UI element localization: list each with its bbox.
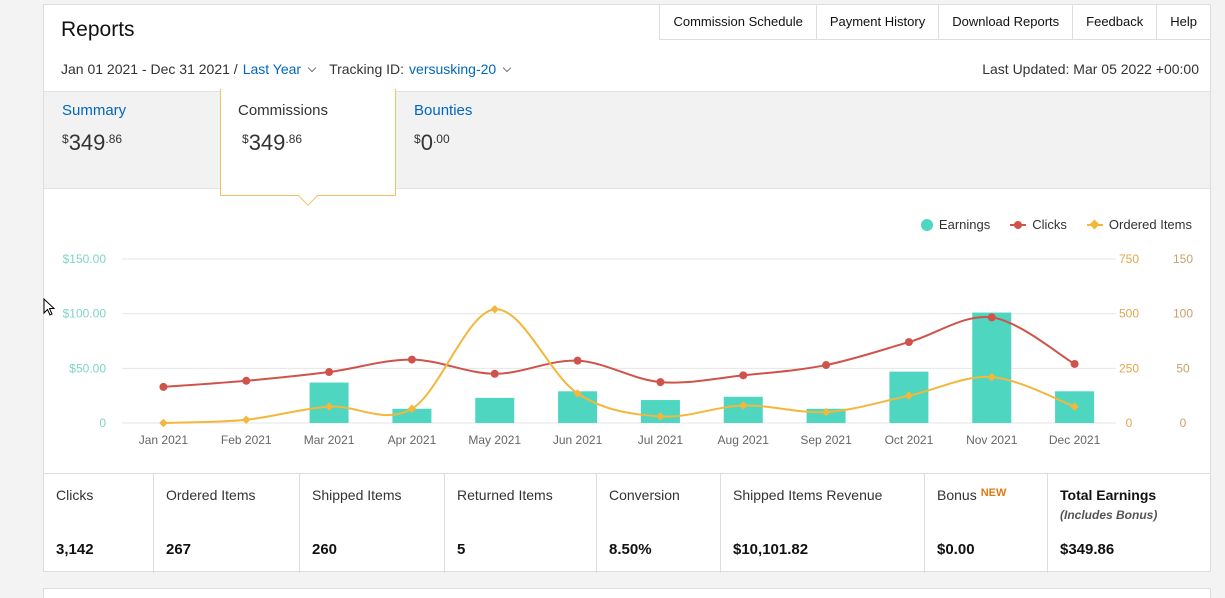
stat-conversion: Conversion 8.50%: [597, 474, 721, 573]
ordered-items-point: [656, 412, 665, 421]
stat-shipped-revenue: Shipped Items Revenue $10,101.82: [721, 474, 925, 573]
right-axis-tick: 50: [1176, 361, 1190, 375]
x-axis-tick: May 2021: [468, 433, 521, 447]
period-dropdown[interactable]: Last Year: [242, 61, 302, 77]
x-axis-tick: Mar 2021: [304, 433, 355, 447]
tab-commissions-label: Commissions: [238, 102, 329, 119]
x-axis-tick: Jan 2021: [139, 433, 189, 447]
x-axis-tick: Apr 2021: [388, 433, 437, 447]
left-axis-tick: $50.00: [69, 361, 106, 375]
clicks-point: [987, 313, 996, 322]
chart-legend: Earnings Clicks Ordered Items: [920, 217, 1192, 232]
earnings-chart: $150.00 750 150 $100.00 500 100 $50.00 250 50 0 0 0…: [44, 189, 1210, 473]
stat-total-earnings: Total Earnings (Includes Bonus) $349.86: [1060, 487, 1158, 558]
x-axis-tick: Nov 2021: [966, 433, 1018, 447]
clicks-point: [904, 338, 913, 347]
right-axis-tick: 500: [1119, 307, 1139, 321]
x-axis-tick: Sep 2021: [800, 433, 852, 447]
tracking-id-label: Tracking ID:: [329, 61, 405, 77]
x-axis-tick: Feb 2021: [221, 433, 272, 447]
clicks-point: [325, 368, 334, 377]
clicks-point: [822, 361, 831, 370]
stat-returned-items: Returned Items 5: [445, 474, 597, 573]
x-axis-tick: Aug 2021: [718, 433, 770, 447]
clicks-point: [1070, 359, 1079, 368]
ordered-items-line: [163, 308, 1075, 424]
chart-svg: $150.00 750 150$100.00 500 100$50.00 250 500 0 0…: [63, 252, 1194, 447]
clicks-point: [242, 376, 251, 385]
download-reports-button[interactable]: Download Reports: [939, 5, 1074, 39]
clicks-point: [159, 382, 168, 391]
tab-summary-label: Summary: [62, 102, 127, 119]
summary-amount: $349.86: [62, 130, 123, 155]
x-axis-tick: Jul 2021: [638, 433, 684, 447]
legend-ordered-items[interactable]: Ordered Items: [1086, 217, 1192, 232]
ordered-items-point: [490, 305, 499, 314]
earnings-bar: [723, 396, 763, 423]
help-button[interactable]: Help: [1170, 14, 1197, 29]
clicks-point: [573, 356, 582, 365]
commission-schedule-button[interactable]: Commission Schedule: [660, 5, 817, 39]
x-axis-tick: Dec 2021: [1049, 433, 1101, 447]
report-tabs: Summary $349.86 Commissions $349.86 Boun…: [44, 89, 1210, 206]
mouse-cursor-icon: [43, 298, 56, 316]
stat-bonus: Bonus NEW $0.00: [925, 474, 1048, 573]
next-panel: [43, 588, 1211, 598]
stat-clicks: Clicks 3,142: [44, 474, 154, 573]
new-badge: NEW: [980, 487, 1007, 499]
stats-row: Clicks 3,142 Ordered Items 267 Shipped I…: [44, 473, 1210, 573]
clicks-swatch-icon: [1010, 220, 1027, 229]
ordered-items-point: [407, 404, 417, 414]
right-axis-tick: 750: [1119, 252, 1139, 266]
ordered-items-point: [242, 415, 251, 424]
legend-earnings[interactable]: Earnings: [920, 217, 990, 232]
ordered-items-point: [1070, 402, 1079, 411]
clicks-point: [407, 355, 416, 364]
earnings-swatch-icon: [920, 218, 933, 231]
x-axis-tick: Oct 2021: [885, 433, 934, 447]
ordered-items-point: [324, 402, 334, 411]
left-axis-tick: 0: [99, 416, 106, 430]
date-range: Jan 01 2021 - Dec 31 2021 /: [61, 61, 238, 77]
clicks-point: [656, 378, 665, 387]
payment-history-button[interactable]: Payment History: [817, 5, 940, 39]
chevron-down-icon[interactable]: [502, 63, 512, 72]
x-axis-tick: Jun 2021: [553, 433, 603, 447]
earnings-bar: [972, 312, 1012, 423]
left-axis-tick: $150.00: [63, 252, 107, 266]
page-title: Reports: [61, 18, 135, 41]
report-filters: Jan 01 2021 - Dec 31 2021 / Last Year Tr…: [61, 61, 520, 77]
bounties-amount: $0.00: [414, 130, 450, 155]
stat-ordered-items: Ordered Items 267: [154, 474, 300, 573]
left-axis-tick: $100.00: [63, 307, 107, 321]
ordered-items-swatch-icon: [1086, 221, 1103, 229]
chevron-down-icon[interactable]: [307, 63, 317, 72]
right-axis-tick: 150: [1173, 252, 1193, 266]
right-axis-tick: 0: [1126, 416, 1133, 430]
tracking-id-dropdown[interactable]: versusking-20: [409, 61, 497, 77]
last-updated: Last Updated: Mar 05 2022 +00:00: [982, 61, 1199, 77]
reports-panel: Reports Commission Schedule Payment Hist…: [43, 4, 1211, 573]
feedback-button[interactable]: Feedback: [1073, 5, 1158, 39]
right-axis-tick: 250: [1119, 361, 1139, 375]
clicks-point: [490, 369, 499, 378]
ordered-items-point: [159, 418, 168, 428]
top-nav: Commission Schedule Payment History Down…: [659, 5, 1210, 40]
legend-clicks[interactable]: Clicks: [1010, 217, 1067, 232]
clicks-point: [739, 371, 748, 380]
stat-shipped-items: Shipped Items 260: [300, 474, 445, 573]
tab-commissions[interactable]: Commissions $349.86: [220, 89, 396, 206]
commissions-amount: $349.86: [242, 130, 303, 155]
clicks-line: [163, 315, 1076, 388]
earnings-bar: [475, 397, 515, 423]
right-axis-tick: 0: [1180, 416, 1187, 430]
right-axis-tick: 100: [1173, 307, 1193, 321]
tab-bounties-label: Bounties: [414, 102, 473, 119]
